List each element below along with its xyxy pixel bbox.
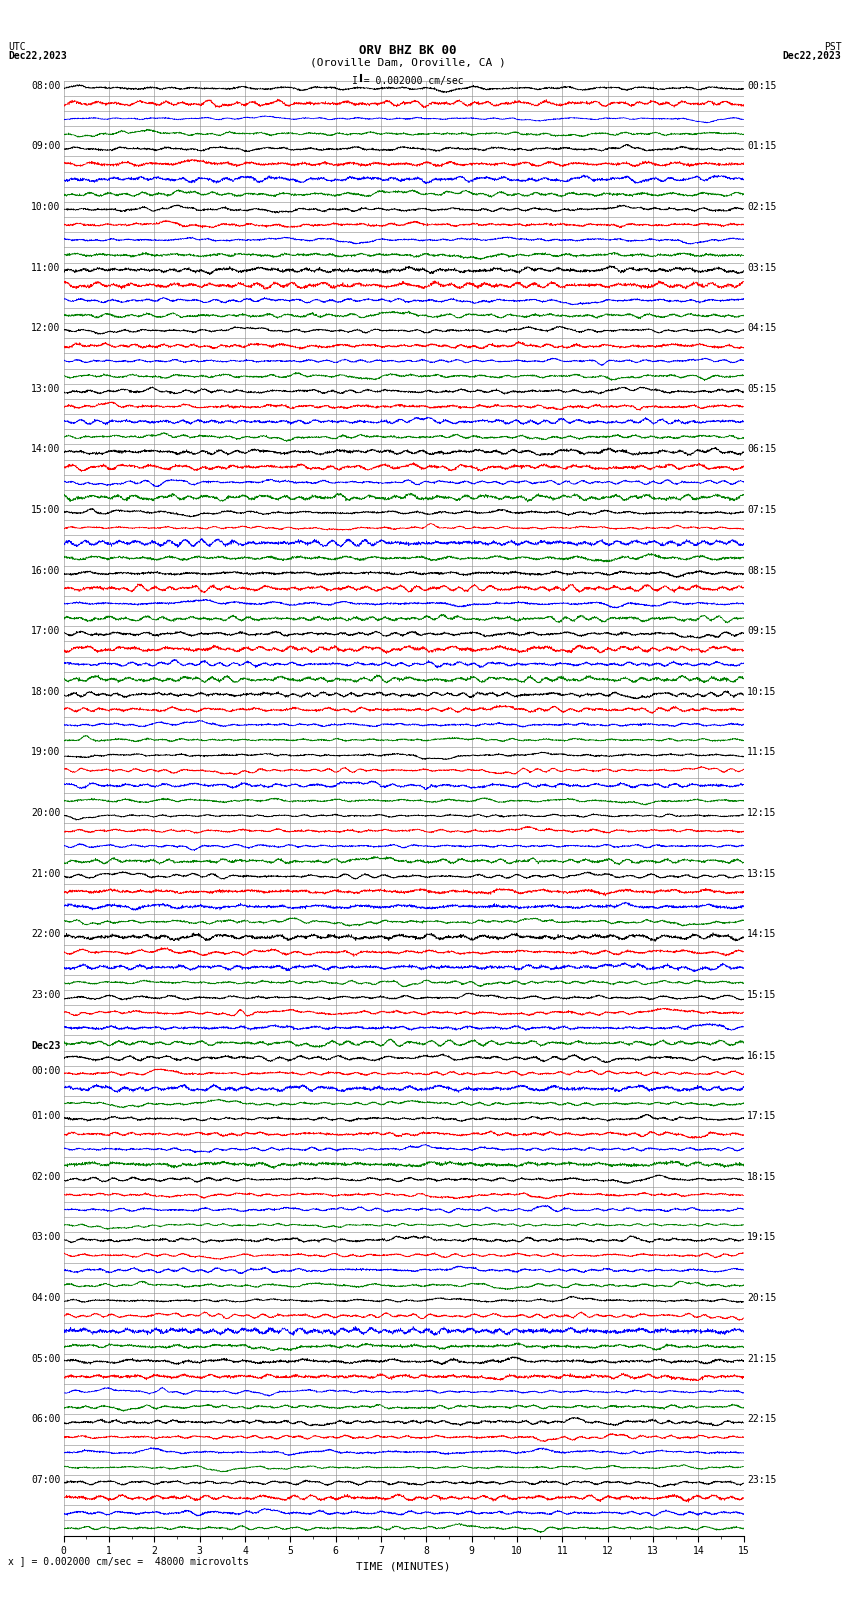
Text: 04:15: 04:15	[747, 323, 777, 334]
Text: 23:15: 23:15	[747, 1474, 777, 1486]
Text: 03:15: 03:15	[747, 263, 777, 273]
Text: I = 0.002000 cm/sec: I = 0.002000 cm/sec	[352, 76, 464, 85]
Text: Dec22,2023: Dec22,2023	[783, 52, 842, 61]
Text: 02:00: 02:00	[31, 1171, 60, 1182]
Text: 05:00: 05:00	[31, 1353, 60, 1363]
Text: 17:15: 17:15	[747, 1111, 777, 1121]
Text: 06:15: 06:15	[747, 444, 777, 455]
Text: 04:00: 04:00	[31, 1294, 60, 1303]
Text: 03:00: 03:00	[31, 1232, 60, 1242]
Text: (Oroville Dam, Oroville, CA ): (Oroville Dam, Oroville, CA )	[310, 58, 506, 68]
Text: 20:00: 20:00	[31, 808, 60, 818]
Text: 10:15: 10:15	[747, 687, 777, 697]
Text: 18:15: 18:15	[747, 1171, 777, 1182]
Text: UTC: UTC	[8, 42, 26, 52]
Text: 19:15: 19:15	[747, 1232, 777, 1242]
Text: 11:00: 11:00	[31, 263, 60, 273]
Text: 14:15: 14:15	[747, 929, 777, 939]
Text: 08:15: 08:15	[747, 566, 777, 576]
Text: 15:00: 15:00	[31, 505, 60, 515]
Text: 17:00: 17:00	[31, 626, 60, 636]
Text: 09:15: 09:15	[747, 626, 777, 636]
Text: 15:15: 15:15	[747, 990, 777, 1000]
Text: 12:00: 12:00	[31, 323, 60, 334]
Text: 23:00: 23:00	[31, 990, 60, 1000]
Text: 13:00: 13:00	[31, 384, 60, 394]
Text: 00:15: 00:15	[747, 81, 777, 90]
Text: Dec22,2023: Dec22,2023	[8, 52, 67, 61]
Text: 08:00: 08:00	[31, 81, 60, 90]
Text: 22:15: 22:15	[747, 1415, 777, 1424]
Text: PST: PST	[824, 42, 842, 52]
X-axis label: TIME (MINUTES): TIME (MINUTES)	[356, 1561, 451, 1571]
Text: Dec23: Dec23	[31, 1040, 60, 1050]
Text: 07:15: 07:15	[747, 505, 777, 515]
Text: 13:15: 13:15	[747, 869, 777, 879]
Text: 21:15: 21:15	[747, 1353, 777, 1363]
Text: 22:00: 22:00	[31, 929, 60, 939]
Text: 12:15: 12:15	[747, 808, 777, 818]
Text: 01:15: 01:15	[747, 142, 777, 152]
Text: 21:00: 21:00	[31, 869, 60, 879]
Text: 00:00: 00:00	[31, 1066, 60, 1076]
Text: 11:15: 11:15	[747, 747, 777, 758]
Text: 01:00: 01:00	[31, 1111, 60, 1121]
Text: 16:00: 16:00	[31, 566, 60, 576]
Text: 20:15: 20:15	[747, 1294, 777, 1303]
Text: 18:00: 18:00	[31, 687, 60, 697]
Text: 19:00: 19:00	[31, 747, 60, 758]
Text: 02:15: 02:15	[747, 202, 777, 211]
Text: 05:15: 05:15	[747, 384, 777, 394]
Text: 06:00: 06:00	[31, 1415, 60, 1424]
Text: 10:00: 10:00	[31, 202, 60, 211]
Text: 09:00: 09:00	[31, 142, 60, 152]
Text: x ] = 0.002000 cm/sec =  48000 microvolts: x ] = 0.002000 cm/sec = 48000 microvolts	[8, 1557, 249, 1566]
Text: ORV BHZ BK 00: ORV BHZ BK 00	[360, 44, 456, 58]
Text: 16:15: 16:15	[747, 1050, 777, 1061]
Text: 07:00: 07:00	[31, 1474, 60, 1486]
Text: 14:00: 14:00	[31, 444, 60, 455]
